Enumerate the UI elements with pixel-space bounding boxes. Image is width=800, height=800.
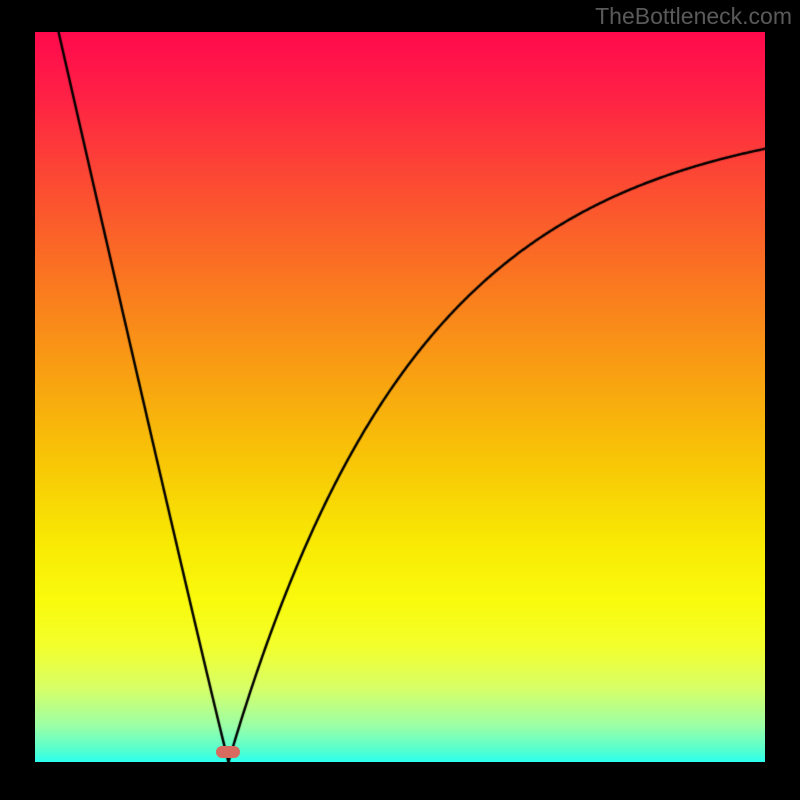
plot-area [35,32,765,762]
chart-container: TheBottleneck.com [0,0,800,800]
watermark-text: TheBottleneck.com [595,3,792,30]
bottleneck-curve [35,32,765,762]
optimum-marker [216,746,240,758]
